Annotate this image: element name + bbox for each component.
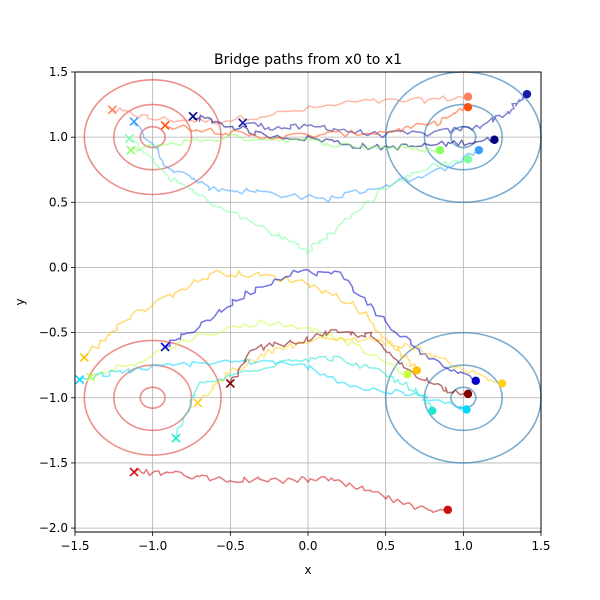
end-marker	[522, 89, 532, 99]
end-marker	[412, 366, 421, 375]
x-tick-label: 1.0	[454, 539, 473, 553]
x-tick-label: 1.5	[531, 539, 550, 553]
y-tick-label: −0.5	[39, 326, 68, 340]
start-marker	[129, 467, 139, 477]
end-marker	[463, 155, 473, 164]
bridge-path	[133, 468, 449, 514]
bridge-path	[128, 137, 469, 255]
chart-title: Bridge paths from x0 to x1	[214, 52, 402, 68]
contour-ring	[139, 125, 166, 149]
end-marker	[474, 145, 484, 155]
contour-ring	[423, 364, 503, 432]
bridge-path	[175, 355, 434, 439]
bridge-paths	[79, 93, 528, 514]
end-marker	[463, 92, 473, 101]
contour-ring	[423, 103, 503, 171]
y-tick-label: 1.5	[49, 65, 68, 79]
start-marker	[188, 111, 198, 121]
bridge-path	[192, 114, 496, 151]
start-marker	[107, 105, 117, 115]
start-marker	[238, 118, 248, 128]
start-marker	[193, 398, 203, 408]
ticks: −1.5 −1.0 −0.5 0.0 0.5 1.0 1.5 −2.0 −1.5 −1.0 −0.5…	[39, 65, 551, 553]
start-marker	[79, 352, 89, 362]
bridge-path	[242, 93, 528, 139]
end-marker	[403, 370, 412, 379]
contour-ring	[83, 339, 222, 456]
bridge-path	[229, 328, 469, 397]
y-tick-label: 0.5	[49, 195, 68, 209]
contour-ring	[113, 103, 193, 171]
x-tick-label: 0.0	[298, 539, 317, 553]
start-marker	[225, 378, 235, 389]
end-marker	[462, 405, 471, 414]
bridge-path	[130, 133, 441, 154]
start-marker	[85, 372, 96, 382]
bridge-path	[133, 121, 480, 203]
endpoint-markers	[75, 89, 532, 515]
bridge-path	[79, 358, 467, 411]
bridge-path	[111, 95, 469, 125]
start-marker	[160, 120, 170, 130]
y-tick-label: −2.0	[39, 521, 68, 535]
bridge-path	[197, 336, 503, 404]
start-marker	[129, 116, 139, 127]
end-marker	[490, 135, 499, 144]
end-marker	[463, 389, 473, 399]
y-axis-label: y	[13, 298, 27, 305]
start-marker	[171, 433, 181, 443]
y-tick-label: 1.0	[49, 130, 68, 144]
end-marker	[463, 102, 473, 112]
start-marker	[124, 133, 134, 144]
x-tick-label: 0.5	[376, 539, 395, 553]
contour-ring	[83, 79, 222, 196]
start-marker	[75, 374, 85, 385]
start-marker	[160, 342, 170, 352]
x-tick-label: −0.5	[216, 539, 245, 553]
x-axis-label: x	[304, 563, 311, 577]
end-marker	[497, 379, 507, 388]
end-marker	[443, 505, 452, 515]
start-marker	[126, 145, 136, 155]
bridge-path	[164, 105, 469, 141]
x-tick-label: −1.5	[60, 539, 89, 553]
y-tick-label: 0.0	[49, 260, 68, 274]
end-marker	[428, 406, 437, 416]
bridge-path	[89, 319, 408, 380]
contour-ring	[139, 386, 166, 410]
x-tick-label: −1.0	[138, 539, 167, 553]
end-marker	[435, 145, 445, 155]
y-tick-label: −1.5	[39, 456, 68, 470]
bridge-path	[83, 269, 418, 372]
end-marker	[471, 376, 480, 386]
y-tick-label: −1.0	[39, 391, 68, 405]
